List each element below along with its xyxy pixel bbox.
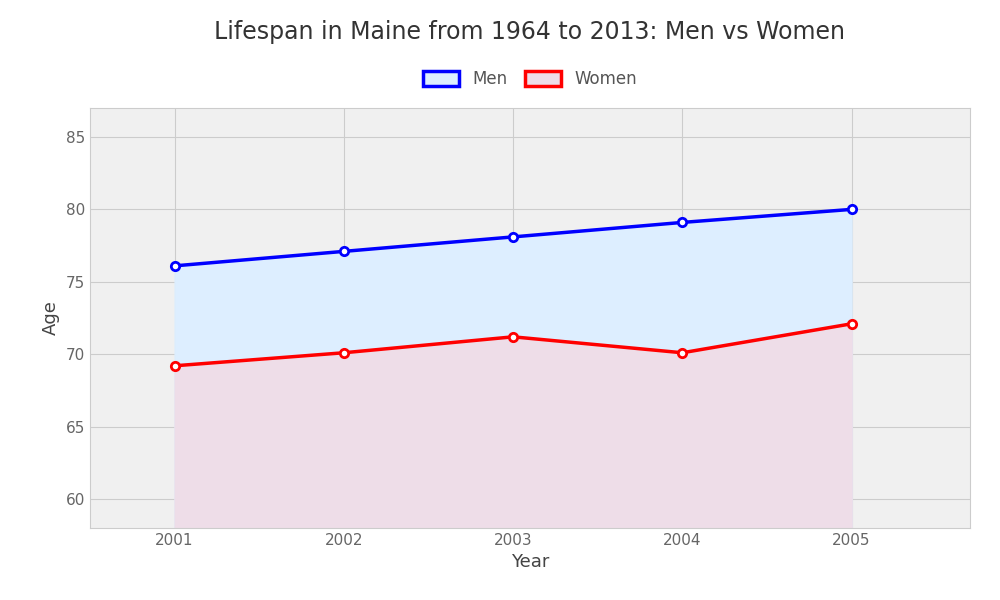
Legend: Men, Women: Men, Women [414,62,646,97]
X-axis label: Year: Year [511,553,549,571]
Title: Lifespan in Maine from 1964 to 2013: Men vs Women: Lifespan in Maine from 1964 to 2013: Men… [214,20,846,44]
Y-axis label: Age: Age [42,301,60,335]
